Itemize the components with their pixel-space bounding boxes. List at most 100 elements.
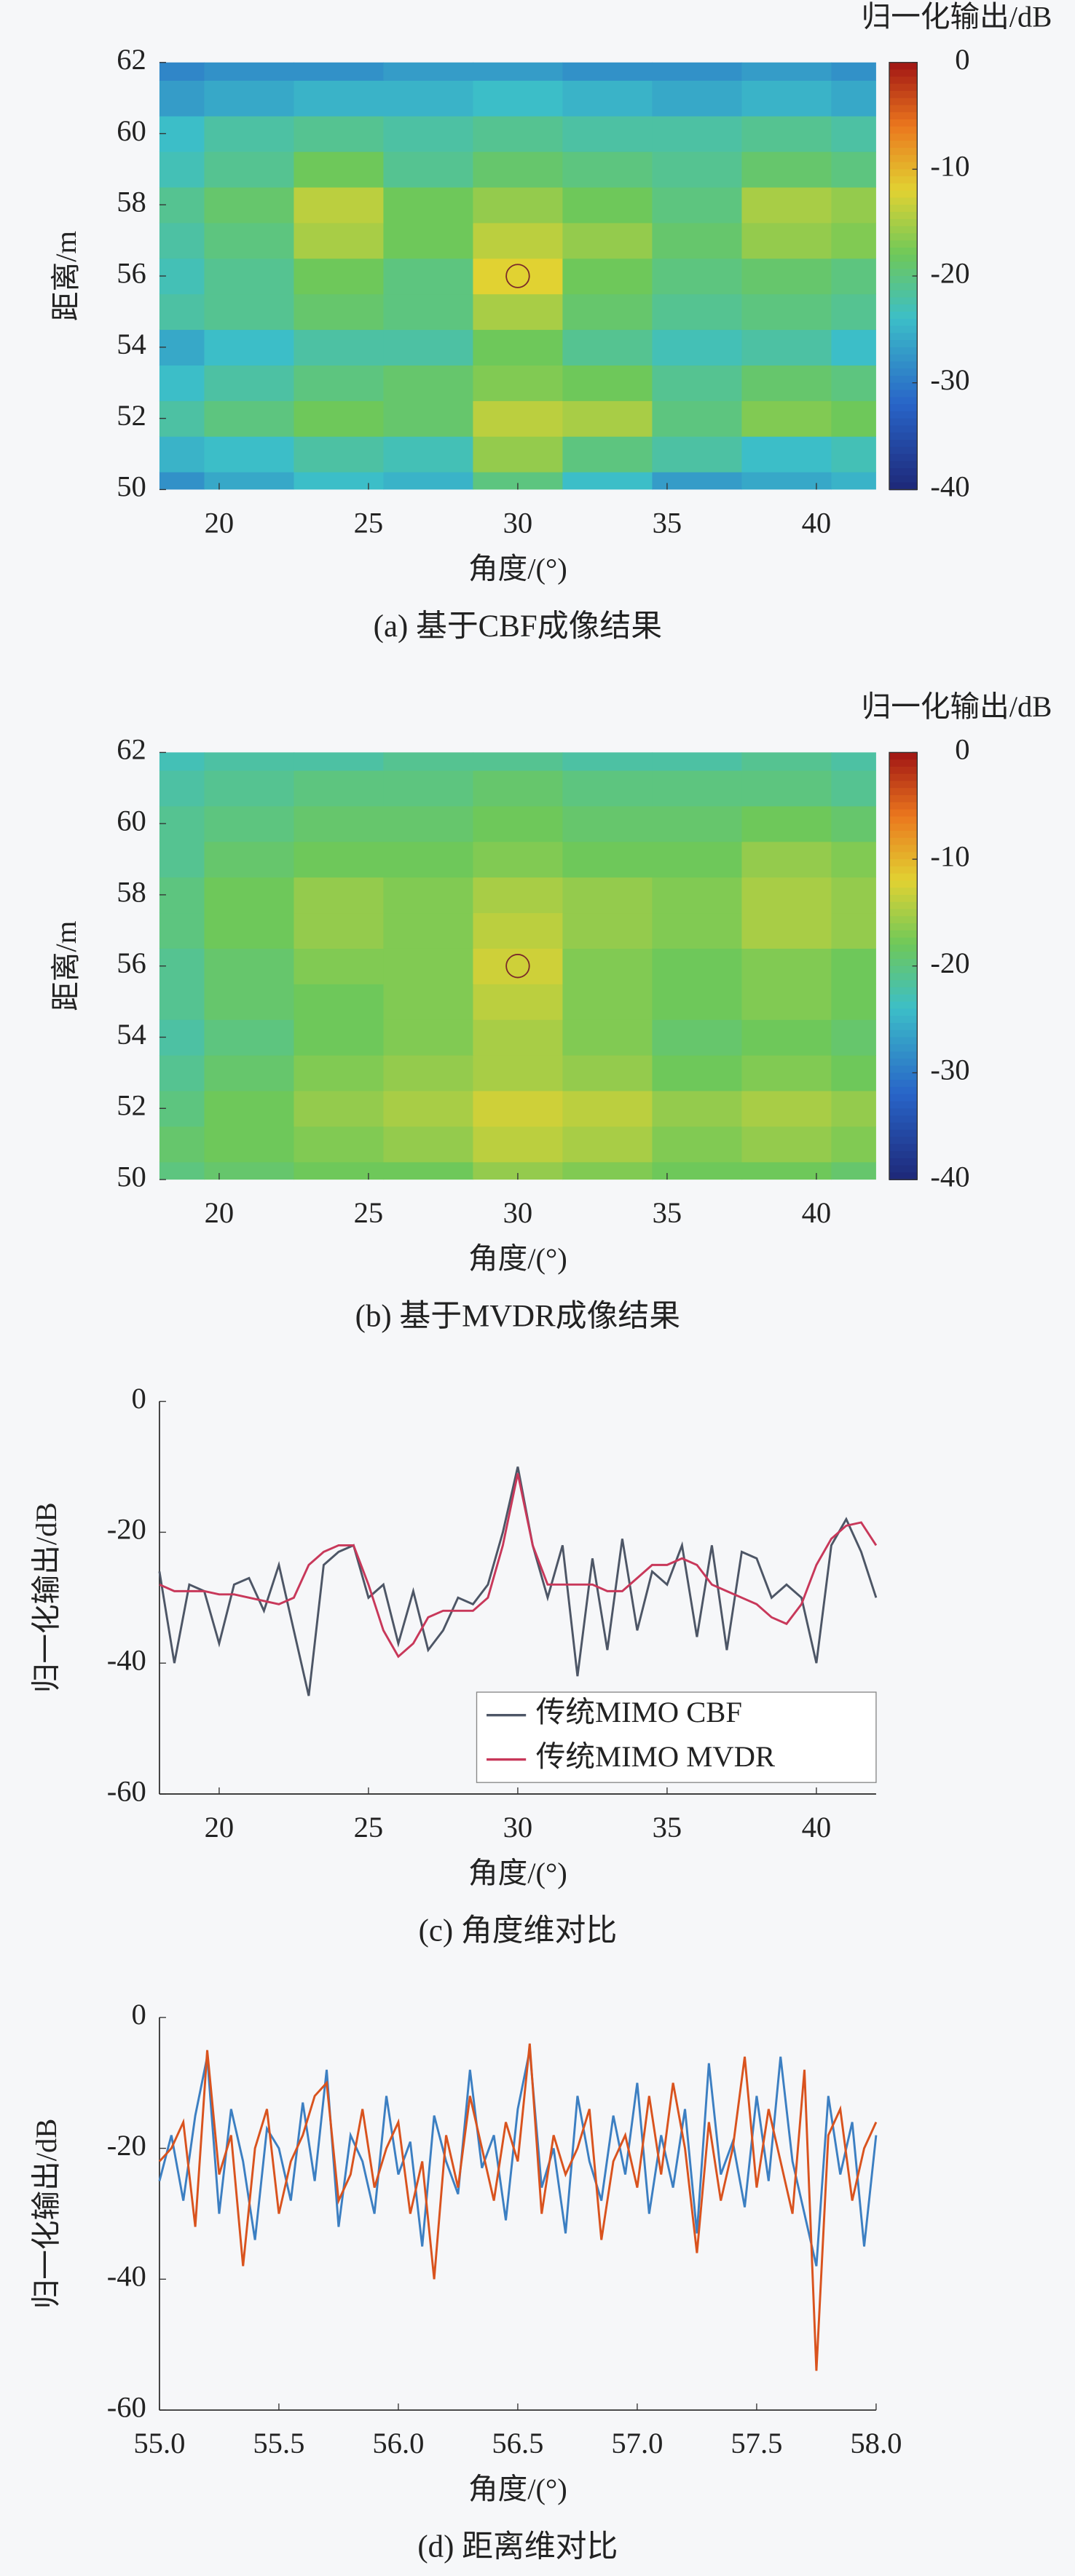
heat-cell <box>383 1054 474 1091</box>
heat-cell <box>741 222 832 259</box>
x-tick-label: 55.5 <box>253 2427 304 2460</box>
heat-cell <box>741 752 832 771</box>
heat-cell <box>204 436 295 473</box>
colorbar-swatch <box>889 809 918 818</box>
heat-cell <box>831 1090 876 1127</box>
heat-cell <box>652 912 743 949</box>
heat-cell <box>652 770 743 807</box>
colorbar-swatch <box>889 90 918 99</box>
heat-cell <box>204 1126 295 1163</box>
colorbar-swatch <box>889 795 918 803</box>
colorbar-swatch <box>889 888 918 896</box>
heat-cell <box>204 293 295 331</box>
y-tick-label: 60 <box>117 805 146 837</box>
heat-cell <box>159 984 205 1020</box>
colorbar-label: 归一化输出/dB <box>862 690 1052 723</box>
colorbar-swatch <box>889 119 918 127</box>
heat-cell <box>741 258 832 295</box>
heat-cell <box>294 471 385 490</box>
heat-cell <box>562 222 653 259</box>
heat-cell <box>831 329 876 366</box>
colorbar-swatch <box>889 162 918 170</box>
heat-cell <box>294 293 385 331</box>
colorbar-swatch <box>889 425 918 434</box>
heat-cell <box>383 770 474 807</box>
heat-cell <box>473 912 564 949</box>
heat-cell <box>473 471 564 490</box>
heat-cell <box>652 80 743 116</box>
heat-cell <box>652 151 743 188</box>
heat-cell <box>652 222 743 259</box>
colorbar-swatch <box>889 247 918 256</box>
x-tick-label: 58.0 <box>850 2427 902 2460</box>
colorbar-swatch <box>889 154 918 163</box>
colorbar-swatch <box>889 69 918 78</box>
heat-cell <box>383 805 474 842</box>
heat-cell <box>652 1019 743 1056</box>
heat-cell <box>473 293 564 331</box>
heat-cell <box>831 877 876 914</box>
colorbar-swatch <box>889 994 918 1003</box>
heat-cell <box>383 329 474 366</box>
colorbar-swatch <box>889 1008 918 1017</box>
x-tick-label: 20 <box>205 1811 235 1844</box>
y-tick-label: 58 <box>117 186 146 218</box>
heat-cell <box>741 984 832 1020</box>
colorbar-swatch <box>889 916 918 924</box>
colorbar-swatch <box>889 468 918 476</box>
colorbar-swatch <box>889 382 918 391</box>
heat-cell <box>204 365 295 401</box>
heat-cell <box>473 841 564 878</box>
heat-cell <box>831 80 876 116</box>
heat-cell <box>741 1054 832 1091</box>
colorbar-swatch <box>889 1051 918 1059</box>
heat-cell <box>383 841 474 878</box>
heat-cell <box>383 365 474 401</box>
colorbar-swatch <box>889 439 918 448</box>
heat-cell <box>383 400 474 437</box>
heat-cell <box>294 436 385 473</box>
colorbar-swatch <box>889 1144 918 1152</box>
heat-cell <box>159 912 205 949</box>
y-tick-label: 50 <box>117 470 146 503</box>
heat-cell <box>741 151 832 188</box>
heat-cell <box>831 400 876 437</box>
colorbar-swatch <box>889 190 918 199</box>
heat-cell <box>831 258 876 295</box>
heat-cell <box>652 293 743 331</box>
x-tick-label: 30 <box>503 506 533 539</box>
colorbar-swatch <box>889 1086 918 1095</box>
heat-cell <box>473 151 564 188</box>
y-axis-label: 归一化输出/dB <box>30 2119 63 2310</box>
heat-cell <box>159 805 205 842</box>
colorbar-swatch <box>889 176 918 184</box>
colorbar-swatch <box>889 375 918 384</box>
colorbar-swatch <box>889 923 918 931</box>
colorbar-swatch <box>889 1065 918 1074</box>
heat-cell <box>652 116 743 152</box>
heat-cell <box>652 877 743 914</box>
colorbar-swatch <box>889 361 918 370</box>
colorbar-swatch <box>889 226 918 234</box>
colorbar-swatch <box>889 866 918 874</box>
colorbar-tick-label: -10 <box>930 150 969 183</box>
colorbar-swatch <box>889 802 918 810</box>
heat-cell <box>562 877 653 914</box>
heat-cell <box>473 186 564 224</box>
heat-cell <box>473 258 564 295</box>
y-tick-label: 58 <box>117 875 146 908</box>
x-axis-label: 角度/(°) <box>468 553 567 585</box>
colorbar-swatch <box>889 1094 918 1102</box>
heat-cell <box>204 329 295 366</box>
y-tick-label: 50 <box>117 1160 146 1193</box>
heat-cell <box>159 1054 205 1091</box>
heat-cell <box>159 222 205 259</box>
heat-cell <box>294 841 385 878</box>
heat-cell <box>562 1161 653 1180</box>
caption: (d) 距离维对比 <box>417 2529 618 2564</box>
colorbar-swatch <box>889 930 918 939</box>
y-tick-label: 62 <box>117 733 146 766</box>
heat-cell <box>383 62 474 81</box>
heat-cell <box>294 877 385 914</box>
